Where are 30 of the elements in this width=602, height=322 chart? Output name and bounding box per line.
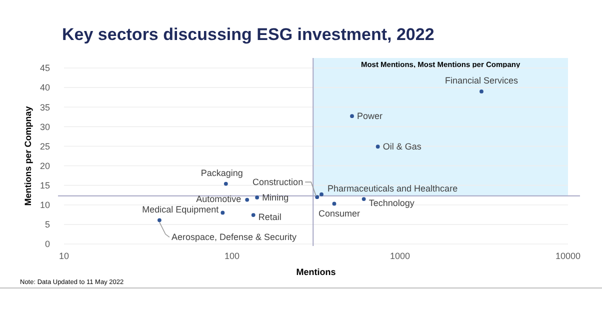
series-label: Aerospace, Defense & Security (171, 232, 298, 242)
y-axis-title: Mentions per Compnay (23, 106, 33, 206)
series-label: Construction (252, 177, 304, 188)
series-label: Power (357, 111, 383, 122)
series-label: Pharmaceuticals and Healthcare (328, 183, 458, 194)
series-label: Consumer (318, 208, 360, 219)
chart-title: Key sectors discussing ESG investment, 2022 (62, 25, 434, 44)
x-axis-title: Mentions (296, 267, 336, 277)
y-tick-label: 40 (40, 82, 50, 93)
x-tick-label: 100 (224, 251, 240, 261)
series-label: Financial Services (444, 75, 518, 86)
y-tick-label: 45 (40, 63, 50, 74)
x-tick-label: 10 (58, 251, 70, 261)
series-label: Medical Equipment (142, 204, 220, 215)
series-label: Retail (258, 212, 282, 222)
series-label: Automotive (196, 194, 242, 204)
y-tick-label: 10 (40, 200, 50, 210)
y-tick-label: 20 (40, 160, 50, 171)
y-tick-label: 0 (44, 239, 50, 250)
x-tick-label: 10000 (555, 251, 581, 261)
y-tick-label: 25 (40, 141, 50, 152)
series-label: Packaging (200, 168, 243, 178)
series-label: Oil & Gas (382, 142, 422, 152)
series-label: Mining (262, 192, 289, 202)
y-tick-label: 35 (40, 102, 50, 112)
x-tick-label: 1000 (390, 251, 410, 261)
y-tick-label: 30 (40, 122, 50, 132)
y-tick-label: 5 (44, 220, 50, 230)
y-tick-label: 15 (40, 180, 50, 190)
series-label: Technology (368, 198, 415, 208)
